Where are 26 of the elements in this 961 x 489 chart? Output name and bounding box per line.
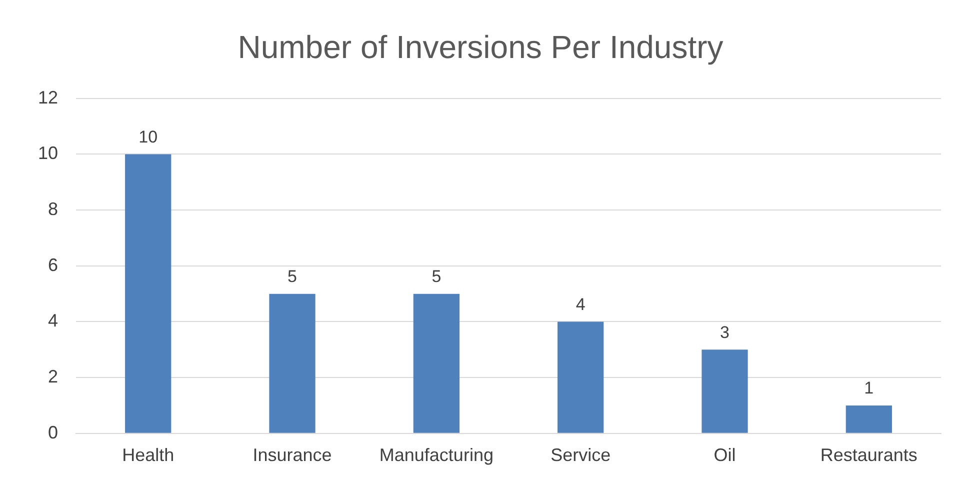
data-label: 5 <box>432 267 442 286</box>
x-tick-label: Service <box>550 445 611 466</box>
y-tick-label: 10 <box>38 143 58 164</box>
y-tick-label: 2 <box>48 366 58 387</box>
x-tick-label: Insurance <box>252 445 332 466</box>
data-label: 1 <box>864 378 874 398</box>
bar <box>413 294 460 433</box>
y-tick-label: 12 <box>38 87 58 108</box>
y-tick-label: 4 <box>48 310 58 331</box>
y-tick-label: 8 <box>48 199 58 220</box>
data-label: 5 <box>288 267 297 286</box>
data-label: 10 <box>138 127 158 146</box>
x-tick-label: Restaurants <box>820 445 918 466</box>
data-label: 4 <box>576 294 586 314</box>
x-tick-label: Manufacturing <box>379 445 494 466</box>
x-tick-label: Health <box>122 445 174 466</box>
chart-title: Number of Inversions Per Industry <box>238 29 724 66</box>
y-tick-label: 6 <box>48 254 58 275</box>
bar <box>702 350 748 433</box>
bar <box>846 405 892 433</box>
x-tick-label: Oil <box>714 445 736 466</box>
bar <box>269 294 316 433</box>
y-tick-label: 0 <box>48 422 58 442</box>
bar <box>125 154 172 433</box>
data-label: 3 <box>720 322 730 342</box>
bar <box>558 322 604 433</box>
